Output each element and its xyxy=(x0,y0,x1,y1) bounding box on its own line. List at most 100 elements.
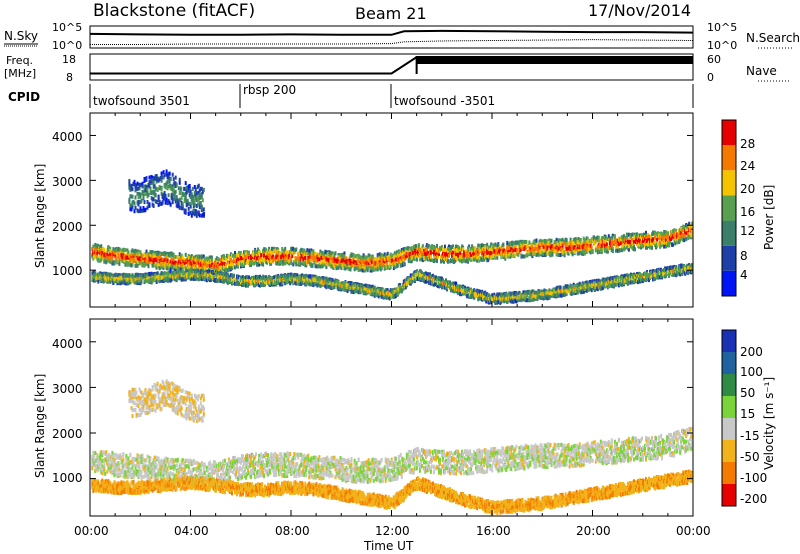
data-cell xyxy=(137,209,140,214)
data-cell xyxy=(506,245,509,250)
data-cell xyxy=(158,266,161,271)
data-cell xyxy=(174,175,177,180)
data-cell xyxy=(415,247,418,252)
data-cell xyxy=(281,247,284,251)
data-cell xyxy=(182,192,185,197)
data-cell xyxy=(229,262,232,267)
data-cell xyxy=(250,258,252,263)
data-cell xyxy=(361,268,364,273)
data-cell xyxy=(133,201,136,206)
data-cell xyxy=(117,254,120,259)
data-cell xyxy=(229,278,232,283)
data-cell xyxy=(193,268,196,273)
data-cell xyxy=(202,187,205,192)
data-cell xyxy=(137,202,140,207)
data-cell xyxy=(477,253,480,258)
data-cell xyxy=(141,189,144,194)
data-cell xyxy=(415,257,418,262)
data-cell xyxy=(318,257,321,262)
data-cell xyxy=(407,246,410,251)
data-cell xyxy=(164,200,167,205)
data-cell xyxy=(210,255,213,260)
data-cell xyxy=(137,199,140,204)
data-cell xyxy=(198,205,201,210)
data-cell xyxy=(330,284,333,289)
data-cell xyxy=(142,206,145,210)
data-cell xyxy=(131,187,134,192)
data-cell xyxy=(104,257,107,262)
data-cell xyxy=(331,259,334,264)
data-cell xyxy=(234,254,236,258)
data-cell xyxy=(386,264,389,269)
data-cell xyxy=(494,242,497,247)
freq-high-band xyxy=(416,56,693,64)
data-cell xyxy=(303,249,306,254)
data-cell xyxy=(210,258,213,263)
data-cell xyxy=(256,262,259,266)
data-cell xyxy=(97,257,100,262)
data-cell xyxy=(128,273,131,278)
data-cell xyxy=(402,250,405,255)
data-cell xyxy=(190,254,193,259)
data-cell xyxy=(165,271,168,276)
data-cell xyxy=(329,256,332,261)
data-cell xyxy=(347,266,350,271)
data-cell xyxy=(141,254,144,259)
data-cell xyxy=(152,197,155,202)
data-cell xyxy=(270,261,273,266)
noise-right-tick-top: 10^5 xyxy=(707,21,737,34)
data-cell xyxy=(128,179,131,184)
data-cell xyxy=(333,285,336,289)
data-cell xyxy=(404,249,407,254)
data-cell xyxy=(112,273,115,278)
data-cell xyxy=(148,175,151,180)
data-cell xyxy=(146,259,149,264)
data-cell xyxy=(349,267,352,272)
data-cell xyxy=(340,266,343,270)
data-cell xyxy=(526,253,529,258)
data-cell xyxy=(152,255,155,260)
data-cell xyxy=(168,179,171,184)
data-cell xyxy=(263,253,266,258)
data-cell xyxy=(270,250,273,255)
data-cell xyxy=(129,279,132,284)
data-cell xyxy=(326,284,329,289)
data-cell xyxy=(193,185,196,189)
date-label: 17/Nov/2014 xyxy=(588,1,691,20)
data-cell xyxy=(324,259,327,264)
data-cell xyxy=(129,262,132,267)
data-cell xyxy=(260,282,263,287)
frequency-panel: Freq. [MHz] 18 8 60 0 Nave xyxy=(4,53,790,84)
data-cell xyxy=(188,187,191,192)
data-cell xyxy=(390,258,393,263)
data-cell xyxy=(176,198,179,203)
data-cell xyxy=(149,250,152,255)
data-cell xyxy=(111,257,114,262)
data-cell xyxy=(209,269,212,274)
data-cell xyxy=(166,258,169,263)
data-cell xyxy=(146,187,149,192)
data-cell xyxy=(363,255,366,259)
data-cell xyxy=(158,200,161,205)
data-cell xyxy=(166,179,169,184)
data-cell xyxy=(136,191,139,196)
data-cell xyxy=(96,254,99,259)
data-cell xyxy=(149,253,152,258)
data-cell xyxy=(145,249,148,254)
data-cell xyxy=(436,243,438,248)
data-cell xyxy=(315,261,318,266)
data-cell xyxy=(479,248,482,253)
data-cell xyxy=(290,246,293,251)
data-cell xyxy=(267,258,270,263)
data-cell xyxy=(250,255,252,260)
data-cell xyxy=(189,210,192,215)
data-cell xyxy=(482,244,485,248)
data-cell xyxy=(140,257,143,262)
data-cell xyxy=(464,285,467,290)
data-cell xyxy=(277,257,280,261)
data-cell xyxy=(189,189,192,194)
data-cell xyxy=(286,250,289,255)
data-cell xyxy=(263,250,266,255)
data-cell xyxy=(117,252,120,257)
data-cell xyxy=(139,192,142,197)
